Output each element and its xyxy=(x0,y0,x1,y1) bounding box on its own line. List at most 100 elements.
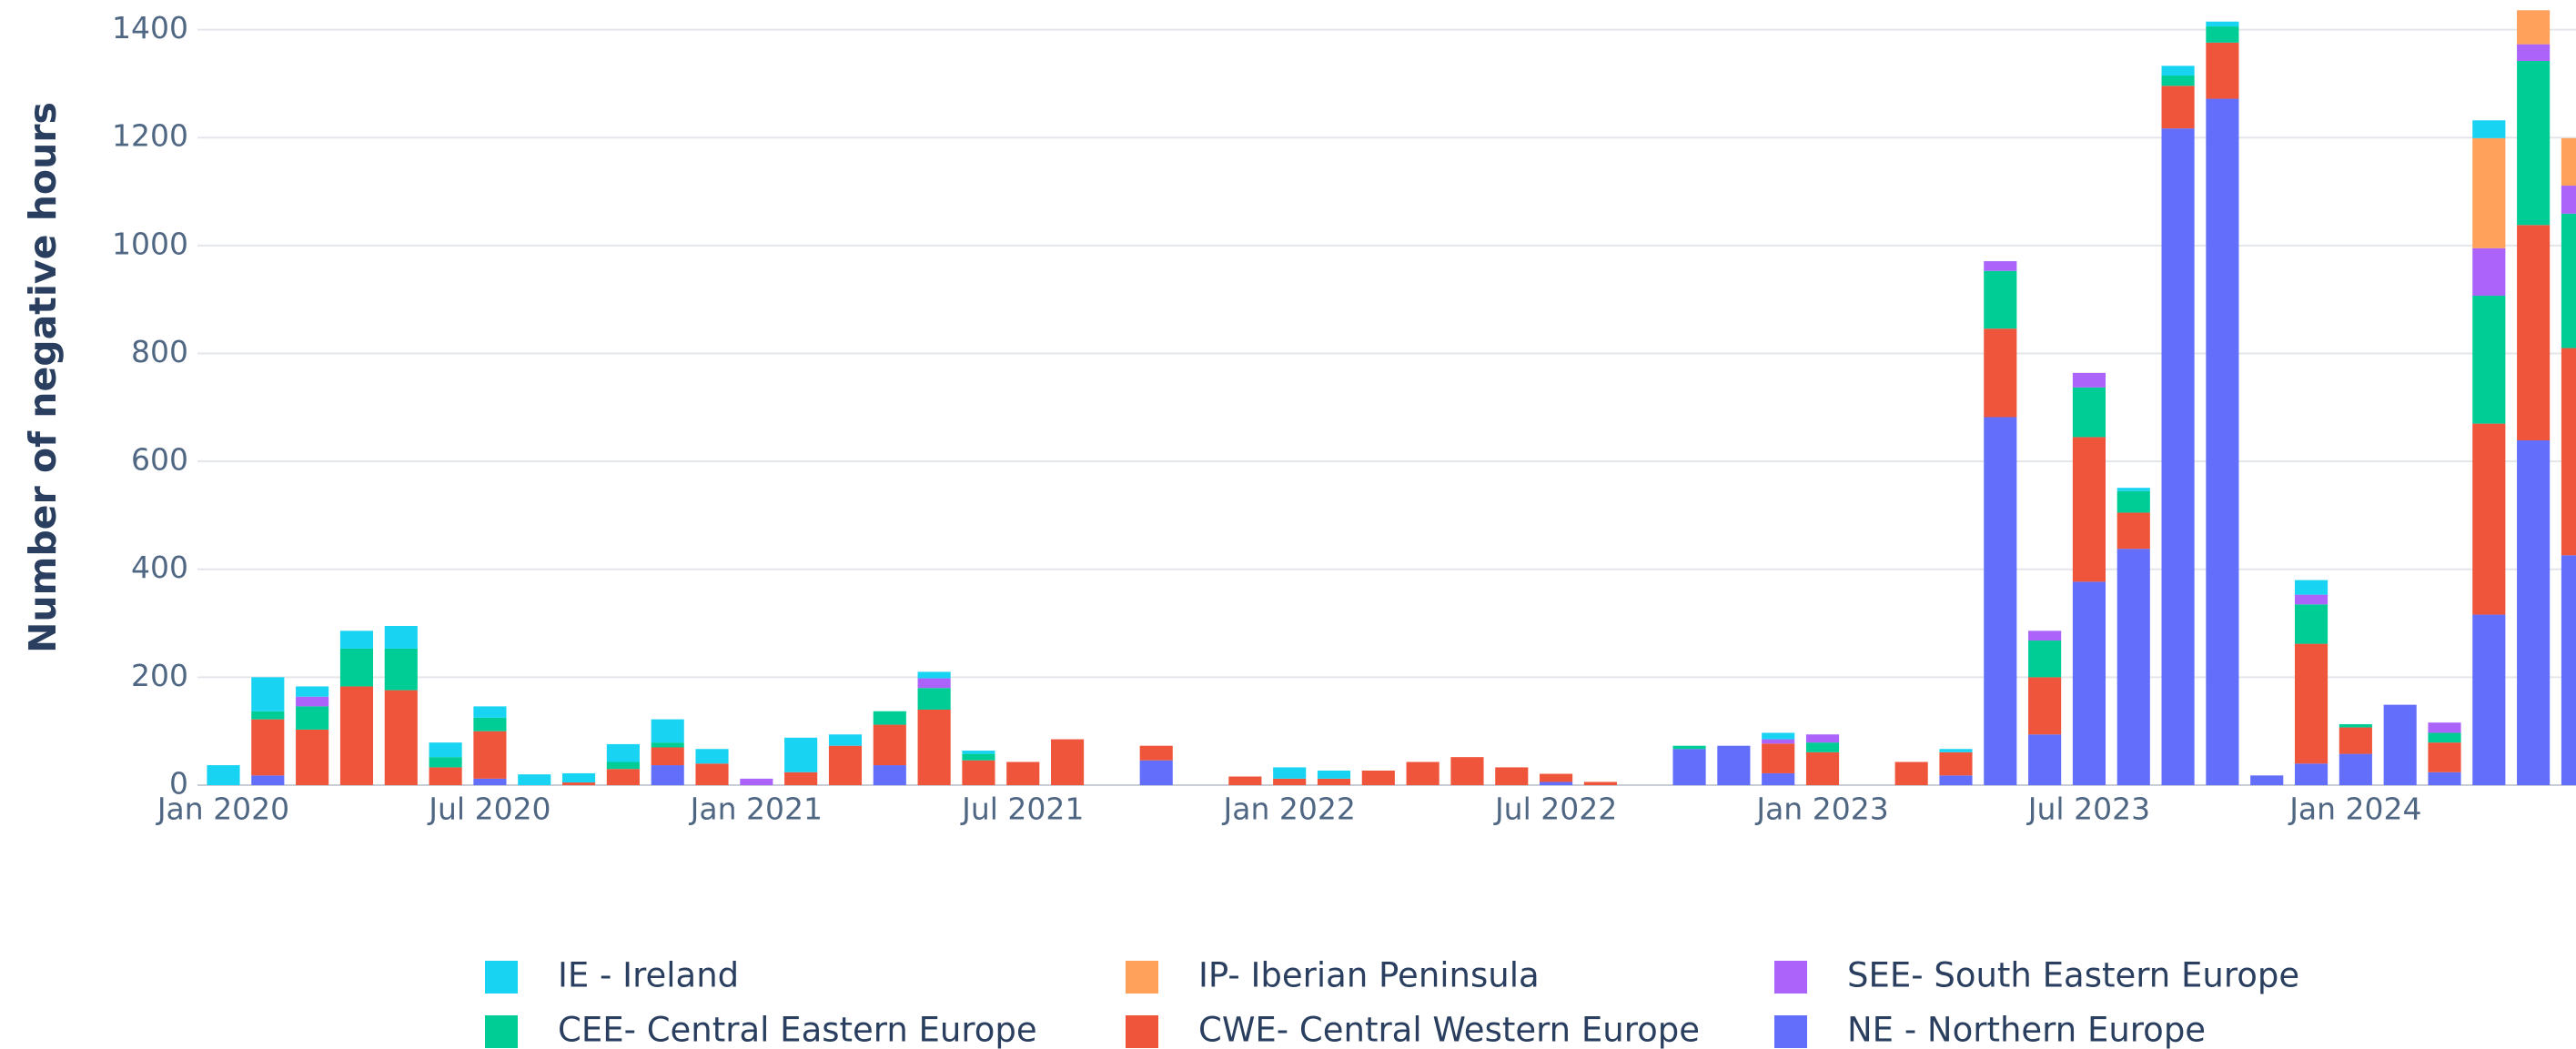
x-tick-label: Jan 2024 xyxy=(2288,792,2421,827)
bar-segment xyxy=(2428,722,2461,733)
bar-segment xyxy=(917,671,951,679)
bar-segment xyxy=(251,677,285,711)
bar-segment xyxy=(2517,61,2551,226)
y-tick-label: 200 xyxy=(131,658,188,693)
bar-segment xyxy=(2294,580,2329,595)
bar-segment xyxy=(651,742,684,748)
bar-segment xyxy=(518,774,551,785)
bar-segment xyxy=(2561,348,2576,556)
bar-segment xyxy=(2472,423,2506,615)
bar-segment xyxy=(339,686,374,785)
bar-segment xyxy=(1984,270,2017,329)
bar-segment xyxy=(296,706,329,730)
x-tick-label: Jul 2023 xyxy=(2026,792,2150,827)
bar-segment xyxy=(962,751,995,754)
bar-segment xyxy=(2517,439,2551,785)
bar-segment xyxy=(2072,581,2106,785)
bar-segment xyxy=(828,745,863,785)
bar-segment xyxy=(384,690,418,785)
bar-segment xyxy=(296,729,329,785)
bar-segment xyxy=(2383,704,2417,785)
legend-swatch xyxy=(1774,961,1807,994)
bar-segment xyxy=(2116,488,2150,491)
bar-segment xyxy=(473,731,507,779)
bar-segment xyxy=(651,765,684,785)
bar-segment xyxy=(1672,749,1706,785)
bar-segment xyxy=(251,719,285,776)
y-tick-label: 400 xyxy=(131,550,188,585)
x-tick-label: Jul 2020 xyxy=(427,792,551,827)
bar-segment xyxy=(962,760,995,785)
bar-segment xyxy=(2517,10,2551,45)
bar-segment xyxy=(1984,328,2017,418)
bar-segment xyxy=(2072,387,2106,438)
bar-segment xyxy=(207,765,240,785)
bar-segment xyxy=(873,765,906,785)
bar-segment xyxy=(384,648,418,691)
bar-segment xyxy=(251,775,285,785)
bar-segment xyxy=(473,717,507,731)
bar-segment xyxy=(1273,767,1307,779)
bar-segment xyxy=(606,762,640,770)
bar-segment xyxy=(1139,760,1173,785)
legend-swatch xyxy=(1126,1015,1158,1048)
bar-segment xyxy=(784,772,818,785)
bar-segment xyxy=(1406,762,1440,785)
bar-segment xyxy=(2072,372,2106,388)
bar-segment xyxy=(1361,770,1395,785)
bar-segment xyxy=(2028,640,2062,678)
bar-segment xyxy=(651,719,684,743)
bar-segment xyxy=(2161,66,2195,76)
bar-segment xyxy=(1495,767,1529,785)
bar-segment xyxy=(2294,604,2329,644)
y-tick-label: 1200 xyxy=(112,118,188,154)
bar-segment xyxy=(2561,137,2576,187)
bar-segment xyxy=(1717,745,1751,785)
bar-segment xyxy=(606,769,640,785)
bar-segment xyxy=(1583,782,1617,785)
bar-segment xyxy=(2028,630,2062,641)
bar-segment xyxy=(1762,772,1795,785)
bar-segment xyxy=(296,686,329,697)
y-tick-label: 800 xyxy=(131,334,188,369)
bar-segment xyxy=(1805,734,1840,743)
legend-swatch xyxy=(485,1015,518,1048)
bar-segment xyxy=(2028,734,2062,785)
bar-segment xyxy=(1762,743,1795,773)
bar-segment xyxy=(1273,778,1307,785)
bar-segment xyxy=(784,737,818,772)
bar-segment xyxy=(1228,776,1262,785)
bar-segment xyxy=(1139,745,1173,761)
bar-segment xyxy=(1006,762,1040,785)
y-tick-label: 600 xyxy=(131,442,188,478)
bar-segment xyxy=(1984,417,2017,785)
y-tick-label: 1400 xyxy=(112,10,188,45)
bar-segment xyxy=(429,742,462,758)
bar-segment xyxy=(1540,782,1573,785)
bar-segment xyxy=(2428,772,2461,785)
bar-segment xyxy=(962,753,995,761)
bar-segment xyxy=(2161,76,2195,86)
bar-segment xyxy=(339,630,374,649)
bar-segment xyxy=(251,711,285,720)
legend-label: CWE- Central Western Europe xyxy=(1198,1011,1700,1049)
bar-segment xyxy=(2116,549,2150,785)
x-tick-label: Jul 2022 xyxy=(1493,792,1617,827)
bar-segment xyxy=(2250,775,2284,785)
bar-segment xyxy=(2517,44,2551,62)
bar-segment xyxy=(695,763,729,785)
bar-segment xyxy=(917,688,951,710)
bar-segment xyxy=(1051,739,1085,785)
bar-segment xyxy=(561,782,596,785)
bar-segment xyxy=(651,747,684,766)
bar-segment xyxy=(2472,614,2506,785)
bar-segment xyxy=(2428,742,2461,772)
bar-segment xyxy=(1805,742,1840,752)
y-axis-title: Number of negative hours xyxy=(21,102,65,653)
legend-label: SEE- South Eastern Europe xyxy=(1847,956,2299,995)
bar-segment xyxy=(1450,757,1484,785)
bar-segment xyxy=(2561,213,2576,348)
bar-segment xyxy=(2561,186,2576,214)
bar-segment xyxy=(1540,773,1573,782)
